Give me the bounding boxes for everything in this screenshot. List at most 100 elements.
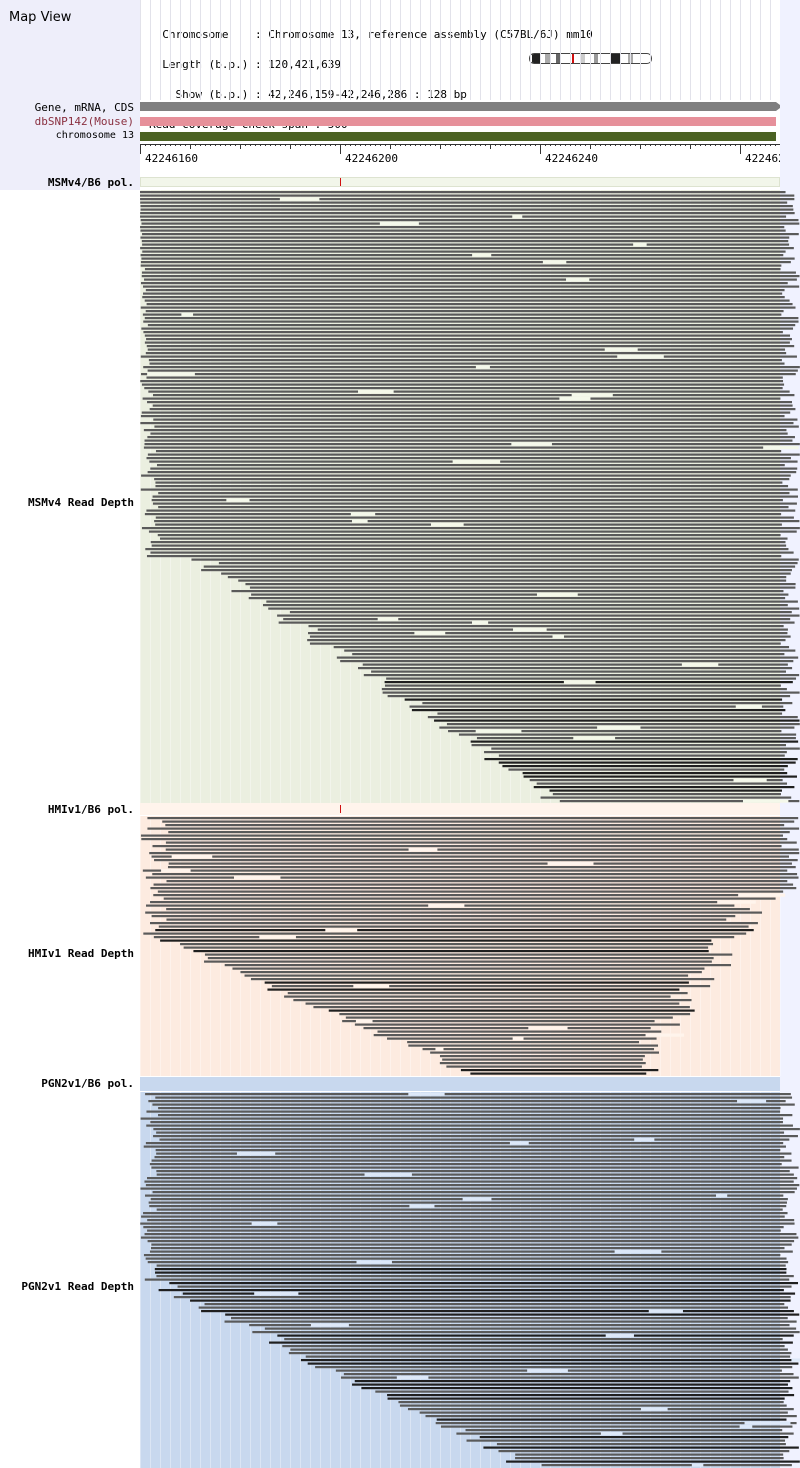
read-segment [252, 1331, 800, 1334]
read-gap [259, 935, 296, 939]
read-segment [407, 1408, 794, 1411]
current-position-marker [572, 54, 574, 63]
read-segment [250, 978, 715, 981]
read-segment [147, 1240, 795, 1243]
read-gap [600, 1432, 623, 1436]
read-gap [435, 1047, 444, 1051]
read-segment [333, 646, 790, 649]
read-segment [193, 950, 709, 953]
read-segment [146, 345, 795, 348]
read-segment [144, 278, 797, 281]
map-view-title: Map View [9, 10, 72, 25]
pgn2v1-pol-track[interactable] [140, 1077, 780, 1091]
read-segment [155, 1149, 781, 1152]
read-segment [155, 450, 782, 453]
read-segment [143, 446, 797, 449]
read-segment [152, 502, 797, 505]
read-segment [146, 338, 792, 341]
read-segment [150, 1247, 785, 1250]
read-segment [151, 915, 736, 918]
read-segment [269, 1341, 793, 1344]
read-gap [733, 778, 767, 782]
read-segment [143, 1254, 781, 1257]
read-segment [308, 632, 788, 635]
read-segment [231, 590, 784, 593]
read-segment [382, 691, 800, 694]
read-segment [266, 600, 798, 603]
read-segment [144, 341, 790, 344]
read-gap [571, 393, 613, 397]
read-gap [604, 348, 638, 352]
read-segment [166, 880, 788, 883]
read-segment [153, 883, 794, 886]
read-segment [154, 1156, 785, 1159]
read-segment [446, 723, 800, 726]
read-segment [167, 866, 796, 869]
read-segment [151, 1243, 792, 1246]
read-gap [364, 1173, 412, 1177]
gene-track[interactable] [140, 102, 776, 111]
read-segment [140, 306, 796, 309]
chromosome-ideogram[interactable] [529, 53, 652, 64]
read-segment [150, 1121, 783, 1124]
read-segment [141, 222, 800, 225]
snp-track[interactable] [140, 117, 776, 126]
read-segment [328, 1009, 695, 1012]
snp-track-label: dbSNP142(Mouse) [34, 115, 134, 128]
pgn2v1-read-depth-track[interactable] [140, 1092, 800, 1468]
read-segment [144, 1233, 797, 1236]
read-segment [361, 1387, 793, 1390]
hmiv1-read-depth-track[interactable] [140, 816, 800, 1076]
ruler-tick-label: 42246160 [145, 152, 198, 165]
read-segment [352, 653, 785, 656]
read-segment [152, 495, 798, 498]
read-gap [414, 631, 446, 635]
read-segment [203, 565, 796, 568]
read-segment [157, 890, 784, 893]
read-segment [153, 1128, 800, 1131]
read-segment [232, 967, 705, 970]
read-segment [180, 943, 714, 946]
read-segment [142, 296, 785, 299]
read-gap [511, 442, 552, 446]
read-segment [436, 1418, 787, 1421]
read-segment [399, 1404, 787, 1407]
read-segment [342, 1020, 655, 1023]
read-segment [153, 1135, 798, 1138]
read-segment [149, 1250, 793, 1253]
msmv4-read-depth-track[interactable] [140, 190, 800, 803]
read-segment [156, 1173, 794, 1176]
info-length: Length (b.p.) : 120,421,639 [149, 58, 342, 71]
read-segment [309, 642, 781, 645]
read-segment [149, 852, 800, 855]
read-segment [268, 607, 800, 610]
read-segment [147, 1219, 795, 1222]
read-segment [166, 908, 750, 911]
read-gap [566, 278, 590, 282]
read-segment [140, 261, 791, 264]
read-segment [165, 824, 785, 827]
read-segment [249, 1324, 790, 1327]
chromosome-track[interactable] [140, 132, 776, 141]
hmiv1-pol-track[interactable] [140, 803, 780, 815]
read-segment [278, 621, 795, 624]
msmv4-pol-track[interactable] [140, 177, 780, 187]
read-segment [522, 772, 788, 775]
read-segment [282, 1345, 785, 1348]
read-segment [277, 614, 800, 617]
read-segment [144, 268, 781, 271]
read-segment [354, 1380, 791, 1383]
read-segment [154, 425, 799, 428]
read-segment [283, 618, 791, 621]
read-segment [150, 887, 797, 890]
read-segment [159, 537, 788, 540]
read-segment [305, 1355, 791, 1358]
read-segment [140, 236, 790, 239]
read-gap [181, 313, 194, 317]
read-segment [440, 1425, 793, 1428]
read-segment [140, 380, 784, 383]
read-segment [145, 1184, 800, 1187]
read-segment [141, 383, 785, 386]
read-segment [149, 1163, 782, 1166]
read-segment [150, 551, 794, 554]
